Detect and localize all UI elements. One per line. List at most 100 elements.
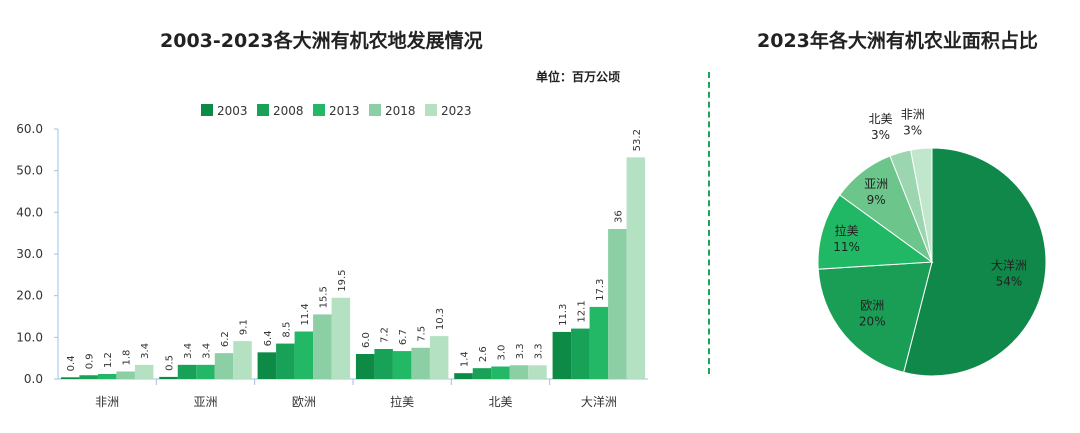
data-label: 1.2 <box>103 352 114 368</box>
pie-label-name: 拉美 <box>835 223 859 238</box>
x-category-label: 欧洲 <box>292 395 316 409</box>
legend-swatch-2018 <box>369 104 381 116</box>
pie-slice-大洋洲 <box>903 147 1047 377</box>
bar-2008-非洲 <box>79 375 98 379</box>
pie-label-name: 欧洲 <box>860 298 884 312</box>
bar-2003-北美 <box>454 373 473 379</box>
bar-2018-北美 <box>509 365 529 379</box>
x-category-label: 拉美 <box>390 394 414 409</box>
data-label: 53.2 <box>632 129 643 151</box>
bar-2013-大洋洲 <box>589 306 609 379</box>
bar-2008-大洋洲 <box>571 328 590 379</box>
pie-label-percent: 3% <box>871 128 890 142</box>
legend-swatch-2003 <box>201 104 213 116</box>
pie-label-name: 大洋洲 <box>991 258 1027 273</box>
bar-2023-亚洲 <box>233 341 252 379</box>
x-category-label: 大洋洲 <box>581 394 617 409</box>
bar-2003-大洋洲 <box>552 331 572 379</box>
data-label: 6.4 <box>263 330 274 346</box>
bar-chart-title: 2003-2023各大洲有机农地发展情况 <box>160 30 483 52</box>
data-label: 8.5 <box>281 322 292 338</box>
legend-swatch-2013 <box>313 104 325 116</box>
data-label: 7.5 <box>417 326 428 342</box>
bar-2018-欧洲 <box>313 314 332 379</box>
bar-2013-拉美 <box>392 351 412 379</box>
bar-2023-大洋洲 <box>626 157 646 379</box>
data-label: 36 <box>613 210 624 223</box>
bar-2008-欧洲 <box>276 343 295 379</box>
data-label: 6.7 <box>398 329 409 345</box>
bar-2008-拉美 <box>374 349 393 379</box>
x-category-label: 非洲 <box>95 395 119 409</box>
bar-2018-非洲 <box>116 371 135 379</box>
data-label: 3.4 <box>183 343 194 359</box>
x-category-label: 亚洲 <box>193 395 217 409</box>
y-tick-label: 0.0 <box>24 372 43 386</box>
pie-label-name: 北美 <box>869 112 893 126</box>
pie-slice-拉美 <box>817 194 934 270</box>
data-label: 19.5 <box>337 269 348 291</box>
bar-2013-北美 <box>491 366 510 379</box>
data-label: 7.2 <box>380 327 391 343</box>
bar-2013-亚洲 <box>196 364 215 379</box>
bar-2003-欧洲 <box>257 352 277 379</box>
legend-label-2013: 2013 <box>329 104 360 118</box>
legend-label-2008: 2008 <box>273 104 304 118</box>
pie-slice-欧洲 <box>817 261 933 374</box>
data-label: 10.3 <box>435 308 446 330</box>
y-tick-label: 50.0 <box>16 164 43 178</box>
data-label: 3.4 <box>202 343 213 359</box>
data-label: 0.4 <box>66 355 77 371</box>
legend-swatch-2023 <box>425 104 437 116</box>
legend-label-2023: 2023 <box>441 104 472 118</box>
data-label: 3.4 <box>140 343 151 359</box>
y-tick-label: 30.0 <box>16 247 43 261</box>
data-label: 3.3 <box>534 343 545 359</box>
bar-2018-拉美 <box>411 347 430 379</box>
data-label: 12.1 <box>576 300 587 322</box>
pie-label-name: 亚洲 <box>864 177 888 191</box>
dashed-divider <box>708 72 710 374</box>
data-label: 11.3 <box>558 304 569 326</box>
pie-label-percent: 11% <box>833 240 860 254</box>
pie-label-percent: 9% <box>867 193 886 207</box>
bar-2023-非洲 <box>134 364 154 379</box>
bar-2003-非洲 <box>60 377 80 379</box>
data-label: 0.9 <box>85 353 96 369</box>
data-label: 0.5 <box>165 355 176 371</box>
bar-2003-亚洲 <box>159 376 178 379</box>
legend-swatch-2008 <box>257 104 269 116</box>
bar-2008-亚洲 <box>177 364 197 379</box>
x-category-label: 北美 <box>488 395 512 409</box>
unit-label: 单位：百万公顷 <box>536 70 621 84</box>
bar-2018-亚洲 <box>214 353 234 379</box>
legend-label-2003: 2003 <box>217 104 248 118</box>
pie-label-percent: 20% <box>859 314 886 328</box>
data-label: 11.4 <box>300 303 311 325</box>
bar-2013-非洲 <box>97 374 117 379</box>
bar-2023-欧洲 <box>331 297 351 379</box>
data-label: 2.6 <box>478 346 489 362</box>
data-label: 3.0 <box>497 345 508 361</box>
data-label: 1.4 <box>460 351 471 367</box>
y-tick-label: 10.0 <box>16 330 43 344</box>
data-label: 6.2 <box>220 331 231 347</box>
data-label: 1.8 <box>122 350 133 366</box>
y-tick-label: 40.0 <box>16 205 43 219</box>
pie-chart-title: 2023年各大洲有机农业面积占比 <box>757 30 1038 52</box>
y-tick-label: 20.0 <box>16 289 43 303</box>
bar-2023-拉美 <box>429 336 449 379</box>
pie-slice-非洲 <box>910 147 933 263</box>
pie-label-percent: 3% <box>903 124 922 138</box>
bar-2008-北美 <box>472 368 492 379</box>
legend-label-2018: 2018 <box>385 104 416 118</box>
bar-2013-欧洲 <box>294 331 314 379</box>
pie-label-name: 非洲 <box>901 108 925 122</box>
bar-2003-拉美 <box>355 354 375 379</box>
y-tick-label: 60.0 <box>16 122 43 136</box>
data-label: 17.3 <box>595 279 606 301</box>
bar-2023-北美 <box>528 365 547 379</box>
pie-label-percent: 54% <box>996 275 1023 289</box>
bar-2018-大洋洲 <box>608 229 627 379</box>
